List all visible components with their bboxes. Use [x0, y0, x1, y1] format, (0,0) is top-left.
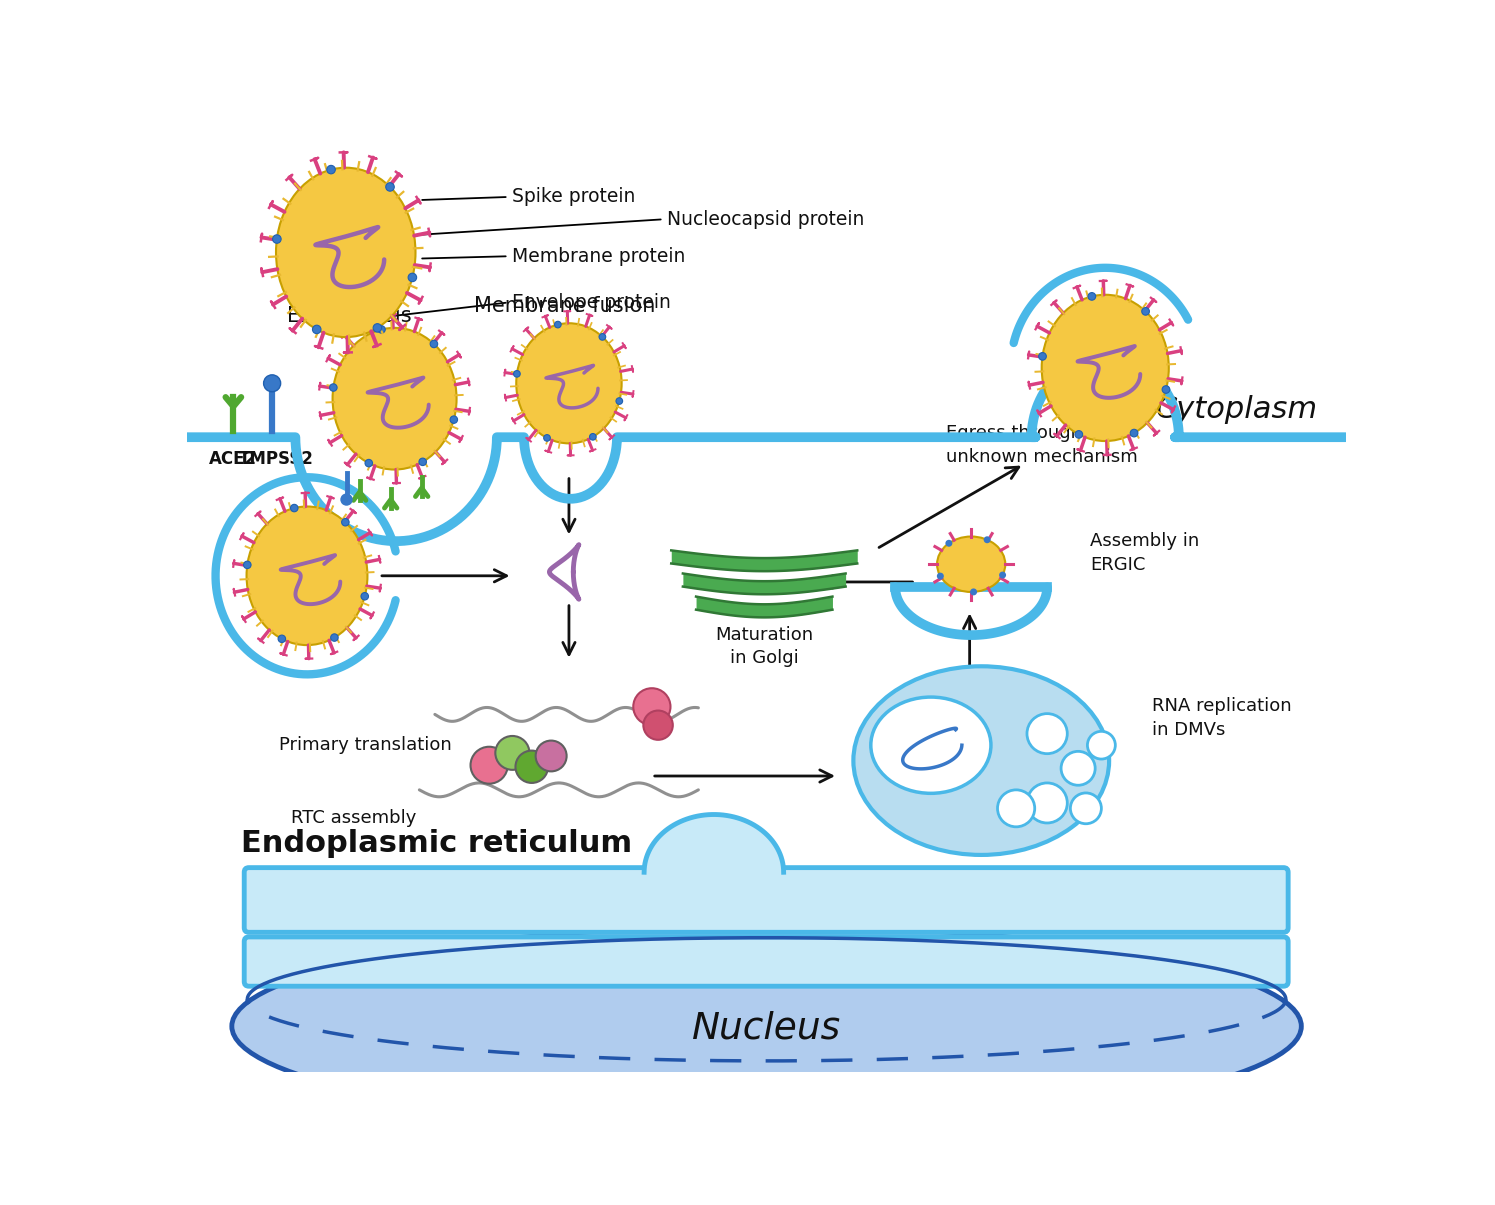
Ellipse shape [870, 696, 991, 793]
Ellipse shape [232, 927, 1301, 1127]
Circle shape [360, 593, 368, 600]
Circle shape [544, 435, 550, 441]
Circle shape [555, 322, 561, 328]
Circle shape [341, 493, 353, 506]
Circle shape [342, 518, 350, 525]
Circle shape [312, 325, 321, 334]
Circle shape [329, 384, 336, 392]
Circle shape [616, 398, 622, 405]
Circle shape [330, 634, 338, 641]
Circle shape [535, 741, 567, 771]
Circle shape [945, 540, 952, 547]
Text: Spike protein: Spike protein [513, 188, 635, 206]
Circle shape [263, 375, 281, 392]
Text: RNA replication
in DMVs: RNA replication in DMVs [1151, 698, 1292, 739]
Circle shape [1061, 752, 1096, 786]
Circle shape [1130, 429, 1138, 437]
Ellipse shape [277, 167, 416, 337]
Circle shape [1142, 307, 1150, 316]
Circle shape [1070, 793, 1102, 824]
Text: Membrane fusion: Membrane fusion [474, 296, 656, 317]
Circle shape [599, 334, 605, 340]
Circle shape [634, 688, 670, 725]
Circle shape [1075, 430, 1082, 439]
Ellipse shape [332, 328, 456, 470]
Text: Cytoplasm: Cytoplasm [1156, 395, 1319, 424]
Circle shape [471, 747, 508, 783]
Circle shape [386, 183, 395, 192]
Circle shape [1027, 783, 1067, 823]
Circle shape [365, 459, 372, 466]
Circle shape [589, 434, 597, 440]
Circle shape [997, 789, 1035, 827]
Circle shape [516, 751, 549, 783]
Text: Assembly in
ERGIC: Assembly in ERGIC [1090, 531, 1199, 574]
Text: Maturation
in Golgi: Maturation in Golgi [715, 625, 813, 668]
Ellipse shape [937, 536, 1005, 592]
Ellipse shape [247, 506, 368, 645]
Text: Primary translation: Primary translation [278, 736, 451, 754]
Ellipse shape [1042, 295, 1169, 441]
Circle shape [1088, 293, 1096, 300]
Circle shape [419, 458, 426, 465]
Text: Egress through
unknown mechanism: Egress through unknown mechanism [946, 424, 1138, 465]
Circle shape [408, 274, 417, 282]
Circle shape [431, 340, 438, 348]
Circle shape [450, 416, 457, 423]
Text: Endoplasmic reticulum: Endoplasmic reticulum [241, 829, 632, 858]
Ellipse shape [516, 323, 622, 443]
Circle shape [327, 165, 335, 174]
Circle shape [378, 325, 386, 333]
Ellipse shape [854, 666, 1109, 854]
Circle shape [1087, 731, 1115, 759]
Circle shape [1027, 713, 1067, 753]
FancyBboxPatch shape [244, 937, 1289, 986]
Circle shape [1162, 386, 1169, 393]
Text: Nucleus: Nucleus [692, 1011, 842, 1047]
Text: Membrane protein: Membrane protein [513, 247, 686, 266]
Text: Endocytosis: Endocytosis [287, 306, 413, 325]
Circle shape [937, 572, 943, 580]
Circle shape [495, 736, 529, 770]
Circle shape [970, 588, 978, 595]
FancyBboxPatch shape [244, 868, 1289, 933]
Text: ACE2: ACE2 [209, 449, 257, 468]
Circle shape [514, 370, 520, 377]
Text: TMPSS2: TMPSS2 [239, 449, 314, 468]
Circle shape [999, 571, 1006, 578]
Text: Nucleocapsid protein: Nucleocapsid protein [667, 210, 864, 229]
Text: Envelope protein: Envelope protein [513, 293, 671, 312]
Circle shape [1039, 353, 1046, 360]
Circle shape [643, 711, 673, 740]
Circle shape [244, 562, 251, 569]
Circle shape [278, 635, 286, 642]
Text: RTC assembly: RTC assembly [292, 809, 416, 827]
Circle shape [272, 235, 281, 243]
Circle shape [290, 505, 298, 512]
Circle shape [984, 536, 991, 543]
Circle shape [374, 324, 381, 333]
